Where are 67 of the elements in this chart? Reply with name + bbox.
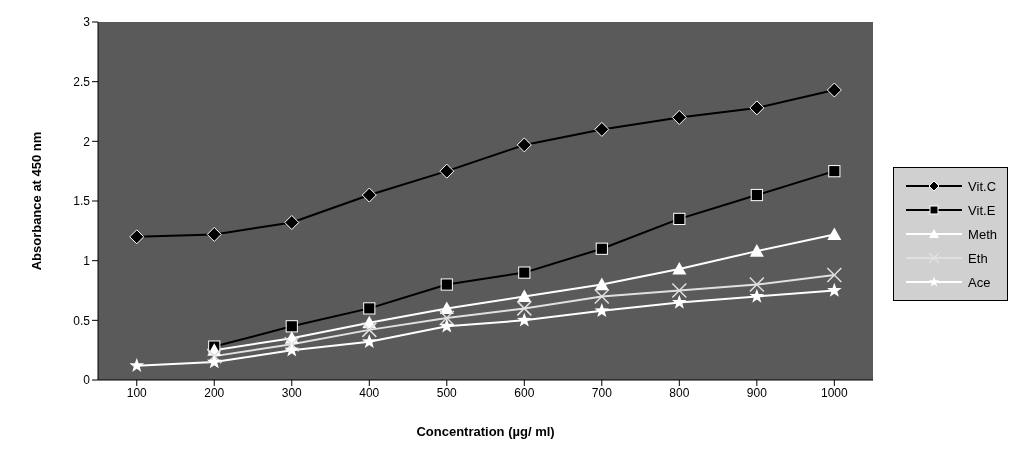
x-tick-label: 900 (746, 385, 768, 400)
legend-label: Ace (968, 274, 991, 290)
point (594, 121, 610, 137)
legend-label: Vit.C (968, 178, 997, 194)
point (517, 289, 532, 303)
y-tick-label: 0 (83, 373, 91, 388)
y-tick-label: 1 (83, 253, 91, 268)
y-tick-label: 2 (83, 134, 91, 149)
x-tick-label: 400 (359, 385, 380, 400)
x-tick-label: 300 (281, 385, 303, 400)
point (284, 336, 300, 352)
point (439, 318, 455, 333)
y-tick-label: 1.5 (73, 194, 91, 209)
point (673, 212, 686, 225)
point (439, 310, 455, 326)
point (129, 229, 145, 245)
point (672, 262, 687, 275)
point (516, 312, 532, 327)
point (594, 277, 609, 291)
legend-label: Meth (968, 226, 997, 242)
x-tick-label: 1000 (820, 385, 849, 400)
point (828, 165, 841, 178)
point (672, 294, 687, 309)
y-tick-label: 3 (83, 15, 91, 30)
point (749, 288, 765, 303)
y-axis-title: Absorbance at 450 nm (28, 131, 44, 271)
point (440, 278, 453, 291)
x-axis-title: Concentration (µg/ ml) (416, 424, 555, 439)
x-tick-label: 700 (591, 385, 613, 400)
point (206, 348, 223, 364)
point (361, 322, 378, 338)
point (827, 282, 842, 297)
x-tick-label: 200 (204, 385, 225, 400)
point (439, 301, 454, 314)
point (594, 288, 610, 305)
point (595, 242, 608, 255)
point (671, 109, 687, 125)
point (284, 214, 300, 230)
point (750, 188, 763, 202)
legend-label: Vit.E (968, 202, 996, 218)
point (518, 266, 531, 279)
point (285, 320, 298, 333)
x-tick-label: 500 (436, 385, 458, 400)
point (206, 354, 222, 369)
x-tick-label: 100 (126, 385, 148, 400)
point (361, 334, 377, 349)
point (363, 302, 376, 315)
point (439, 163, 455, 179)
point (826, 82, 842, 98)
point (516, 300, 533, 317)
x-tick-label: 600 (514, 385, 535, 400)
point (361, 187, 377, 203)
point (129, 357, 145, 372)
y-tick-label: 2.5 (73, 74, 91, 89)
y-tick-label: 0.5 (73, 313, 91, 328)
point (749, 276, 765, 293)
point (827, 227, 842, 241)
point (826, 267, 843, 283)
point (284, 342, 300, 357)
point (749, 244, 764, 257)
point (516, 137, 532, 153)
point (594, 303, 610, 318)
point (206, 226, 222, 242)
point (671, 282, 688, 299)
legend-label: Eth (968, 250, 988, 266)
x-tick-label: 800 (669, 385, 690, 400)
point (749, 100, 765, 116)
